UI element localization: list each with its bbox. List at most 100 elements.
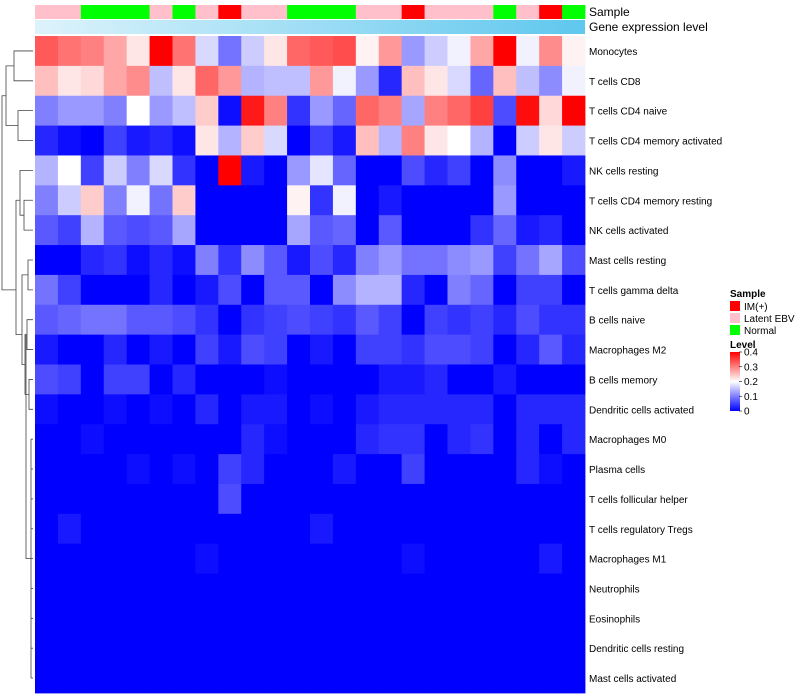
heatmap-cell	[218, 603, 242, 634]
heatmap-cell	[149, 304, 173, 336]
heatmap-cell	[103, 663, 128, 694]
heatmap-cell	[539, 185, 563, 216]
dendrogram-branch	[27, 259, 33, 291]
sample-cell	[149, 5, 173, 19]
heatmap-cell	[241, 95, 265, 126]
heatmap-cell	[35, 454, 59, 485]
heatmap-cell	[195, 65, 219, 97]
heatmap-cell	[264, 513, 288, 545]
heatmap-cell	[310, 543, 334, 574]
legend-sample-swatch	[730, 325, 740, 335]
heatmap-cell	[447, 125, 471, 156]
heatmap-cell	[447, 424, 471, 455]
heatmap-cell	[378, 245, 403, 276]
heatmap-cells	[35, 36, 586, 694]
heatmap-cell	[332, 304, 357, 336]
heatmap-cell	[287, 245, 311, 276]
heatmap-cell	[103, 603, 128, 634]
heatmap-cell	[562, 663, 586, 694]
heatmap-cell	[103, 483, 128, 515]
row-label: T cells CD4 naive	[589, 107, 668, 118]
heatmap-cell	[378, 424, 403, 455]
row-label: Mast cells activated	[589, 674, 676, 685]
sample-cell	[126, 5, 150, 19]
heatmap-cell	[218, 36, 242, 67]
heatmap-cell	[516, 185, 540, 216]
heatmap-cell	[218, 394, 242, 425]
heatmap-cell	[241, 215, 265, 246]
heatmap-cell	[447, 483, 471, 515]
heatmap-cell	[287, 543, 311, 574]
heatmap-cell	[35, 155, 59, 186]
heatmap-cell	[378, 364, 403, 395]
heatmap-cell	[493, 245, 517, 276]
heatmap-cell	[355, 334, 380, 365]
sample-cell	[516, 5, 540, 19]
heatmap-cell	[103, 36, 128, 67]
heatmap-cell	[35, 304, 59, 336]
heatmap-cell	[57, 633, 82, 664]
heatmap-cell	[264, 95, 288, 126]
heatmap-cell	[57, 334, 82, 365]
heatmap-cell	[539, 65, 563, 97]
heatmap-cell	[195, 603, 219, 634]
row-label: Neutrophils	[589, 584, 640, 595]
heatmap-cell	[195, 215, 219, 246]
heatmap-cell	[218, 573, 242, 604]
heatmap-cell	[80, 394, 105, 425]
heatmap-cell	[378, 663, 403, 694]
heatmap-cell	[310, 424, 334, 455]
heatmap-cell	[172, 483, 196, 515]
row-labels: Monocytes T cells CD8 T cells CD4 naive T c…	[589, 47, 722, 685]
heatmap-cell	[493, 633, 517, 664]
dendrogram-branch	[21, 274, 28, 365]
heatmap-cell	[355, 215, 380, 246]
heatmap-cell	[195, 424, 219, 455]
heatmap-cell	[35, 245, 59, 276]
heatmap-cell	[355, 424, 380, 455]
heatmap-cell	[103, 245, 128, 276]
dendrogram-branch	[13, 50, 33, 82]
heatmap-cell	[378, 454, 403, 485]
heatmap-cell	[80, 573, 105, 604]
heatmap-cell	[401, 65, 425, 97]
heatmap-cell	[424, 364, 448, 395]
heatmap-cell	[126, 125, 150, 156]
heatmap-cell	[493, 573, 517, 604]
heatmap-cell	[172, 155, 196, 186]
heatmap-cell	[470, 513, 494, 545]
heatmap-cell	[401, 633, 425, 664]
heatmap-cell	[287, 364, 311, 395]
legend-sample-swatch	[730, 301, 740, 311]
heatmap-cell	[80, 663, 105, 694]
heatmap-cell	[355, 513, 380, 545]
heatmap-cell	[80, 304, 105, 336]
heatmap-cell	[470, 663, 494, 694]
heatmap-cell	[539, 125, 563, 156]
legend-sample-title: Sample	[730, 289, 766, 300]
heatmap-cell	[539, 95, 563, 126]
heatmap-cell	[470, 454, 494, 485]
heatmap-cell	[287, 633, 311, 664]
row-label: B cells naive	[589, 316, 646, 327]
heatmap-cell	[493, 304, 517, 336]
heatmap-cell	[516, 36, 540, 67]
heatmap-cell	[172, 394, 196, 425]
heatmap-cell	[516, 364, 540, 395]
heatmap-cell	[516, 304, 540, 336]
heatmap-cell	[264, 633, 288, 664]
heatmap-cell	[493, 334, 517, 365]
heatmap-cell	[539, 394, 563, 425]
heatmap-cell	[57, 573, 82, 604]
heatmap-cell	[424, 185, 448, 216]
heatmap-cell	[264, 424, 288, 455]
heatmap-cell	[493, 125, 517, 156]
heatmap-cell	[103, 215, 128, 246]
heatmap-cell	[493, 65, 517, 97]
heatmap-cell	[126, 65, 150, 97]
gene-expression-annotation-label: Gene expression level	[589, 20, 708, 34]
heatmap-cell	[57, 364, 82, 395]
heatmap-cell	[35, 424, 59, 455]
heatmap-cell	[287, 454, 311, 485]
